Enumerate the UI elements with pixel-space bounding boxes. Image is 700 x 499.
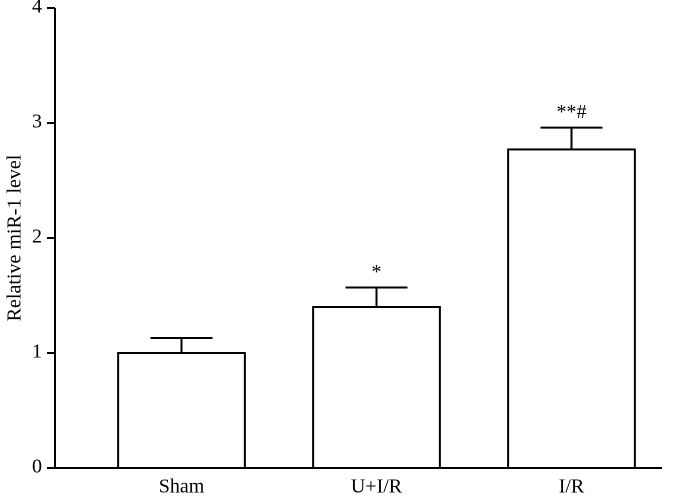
y-tick-label: 0 (32, 456, 42, 478)
y-tick-label: 2 (32, 226, 42, 248)
annotation: **# (557, 101, 587, 123)
x-tick-label: U+I/R (351, 476, 403, 498)
y-axis-label: Relative miR-1 level (4, 154, 26, 321)
y-tick-label: 4 (32, 0, 42, 18)
bar (312, 306, 441, 469)
bar (117, 352, 246, 469)
y-tick-label: 3 (32, 111, 42, 133)
x-tick-label: Sham (159, 476, 205, 498)
annotation: * (372, 261, 382, 283)
x-tick-label: I/R (559, 476, 585, 498)
bar (507, 148, 636, 469)
y-tick-label: 1 (32, 341, 42, 363)
